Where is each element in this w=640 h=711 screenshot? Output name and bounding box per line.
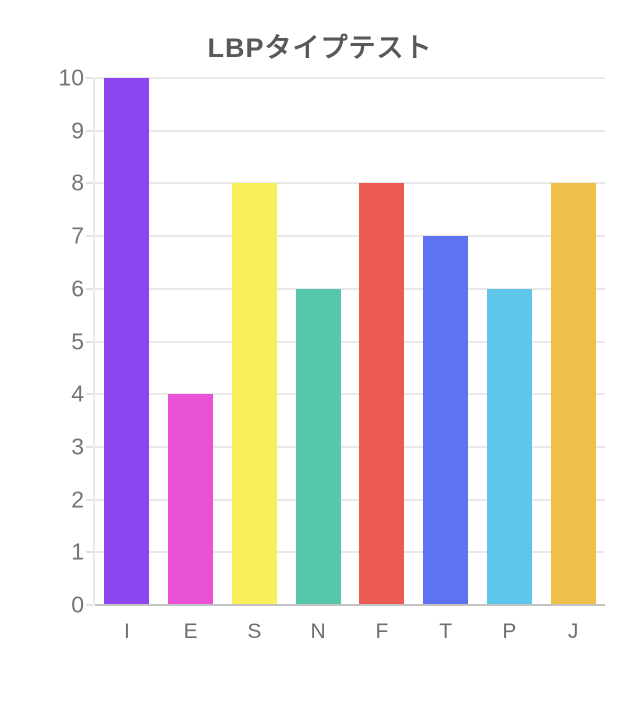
y-tick-6 [86, 288, 93, 290]
gridline-y-1 [95, 551, 605, 553]
x-axis-label-F: F [375, 620, 389, 643]
y-axis-label-1: 1 [71, 538, 84, 565]
y-axis-labels: 0 1 2 3 4 5 6 7 8 9 10 [0, 65, 84, 618]
gridline-y-10 [95, 77, 605, 79]
gridline-y-4 [95, 393, 605, 395]
y-tick-5 [86, 341, 93, 343]
y-axis-label-4: 4 [71, 380, 84, 407]
bar-S[interactable] [231, 183, 277, 605]
y-tick-7 [86, 235, 93, 237]
y-axis-label-7: 7 [71, 222, 84, 249]
bars-container [95, 78, 605, 605]
bar-I[interactable] [104, 78, 150, 605]
y-axis-label-9: 9 [71, 117, 84, 144]
y-axis-label-5: 5 [71, 328, 84, 355]
y-tick-3 [86, 446, 93, 448]
x-axis-label-N: N [310, 620, 326, 643]
x-axis-label-J: J [567, 620, 579, 643]
x-axis-label-E: E [183, 620, 198, 643]
gridline-y-9 [95, 130, 605, 132]
y-tick-0 [86, 604, 93, 606]
gridline-y-2 [95, 499, 605, 501]
y-axis-label-6: 6 [71, 275, 84, 302]
bar-E[interactable] [168, 394, 214, 605]
x-axis-baseline [95, 604, 605, 606]
y-axis-label-10: 10 [58, 64, 84, 91]
x-axis-label-P: P [502, 620, 517, 643]
y-axis-line [93, 78, 95, 605]
y-tick-9 [86, 130, 93, 132]
bar-T[interactable] [423, 236, 469, 605]
y-axis-label-0: 0 [71, 591, 84, 618]
chart-title: LBPタイプテスト [207, 33, 433, 63]
gridline-y-8 [95, 182, 605, 184]
gridline-y-3 [95, 446, 605, 448]
plot-area [86, 77, 605, 606]
bar-F[interactable] [359, 183, 405, 605]
x-axis-label-T: T [439, 620, 453, 643]
bar-J[interactable] [550, 183, 596, 605]
bar-P[interactable] [486, 289, 532, 605]
y-tick-10 [86, 77, 93, 79]
gridline-y-7 [95, 235, 605, 237]
y-axis-label-2: 2 [71, 486, 84, 513]
y-tick-4 [86, 393, 93, 395]
y-tick-1 [86, 551, 93, 553]
bar-N[interactable] [295, 289, 341, 605]
x-axis-label-S: S [247, 620, 262, 643]
y-tick-2 [86, 499, 93, 501]
x-axis-label-I: I [123, 620, 130, 643]
gridline-y-5 [95, 341, 605, 343]
gridline-y-6 [95, 288, 605, 290]
y-tick-8 [86, 182, 93, 184]
y-axis-label-8: 8 [71, 169, 84, 196]
y-axis-label-3: 3 [71, 433, 84, 460]
